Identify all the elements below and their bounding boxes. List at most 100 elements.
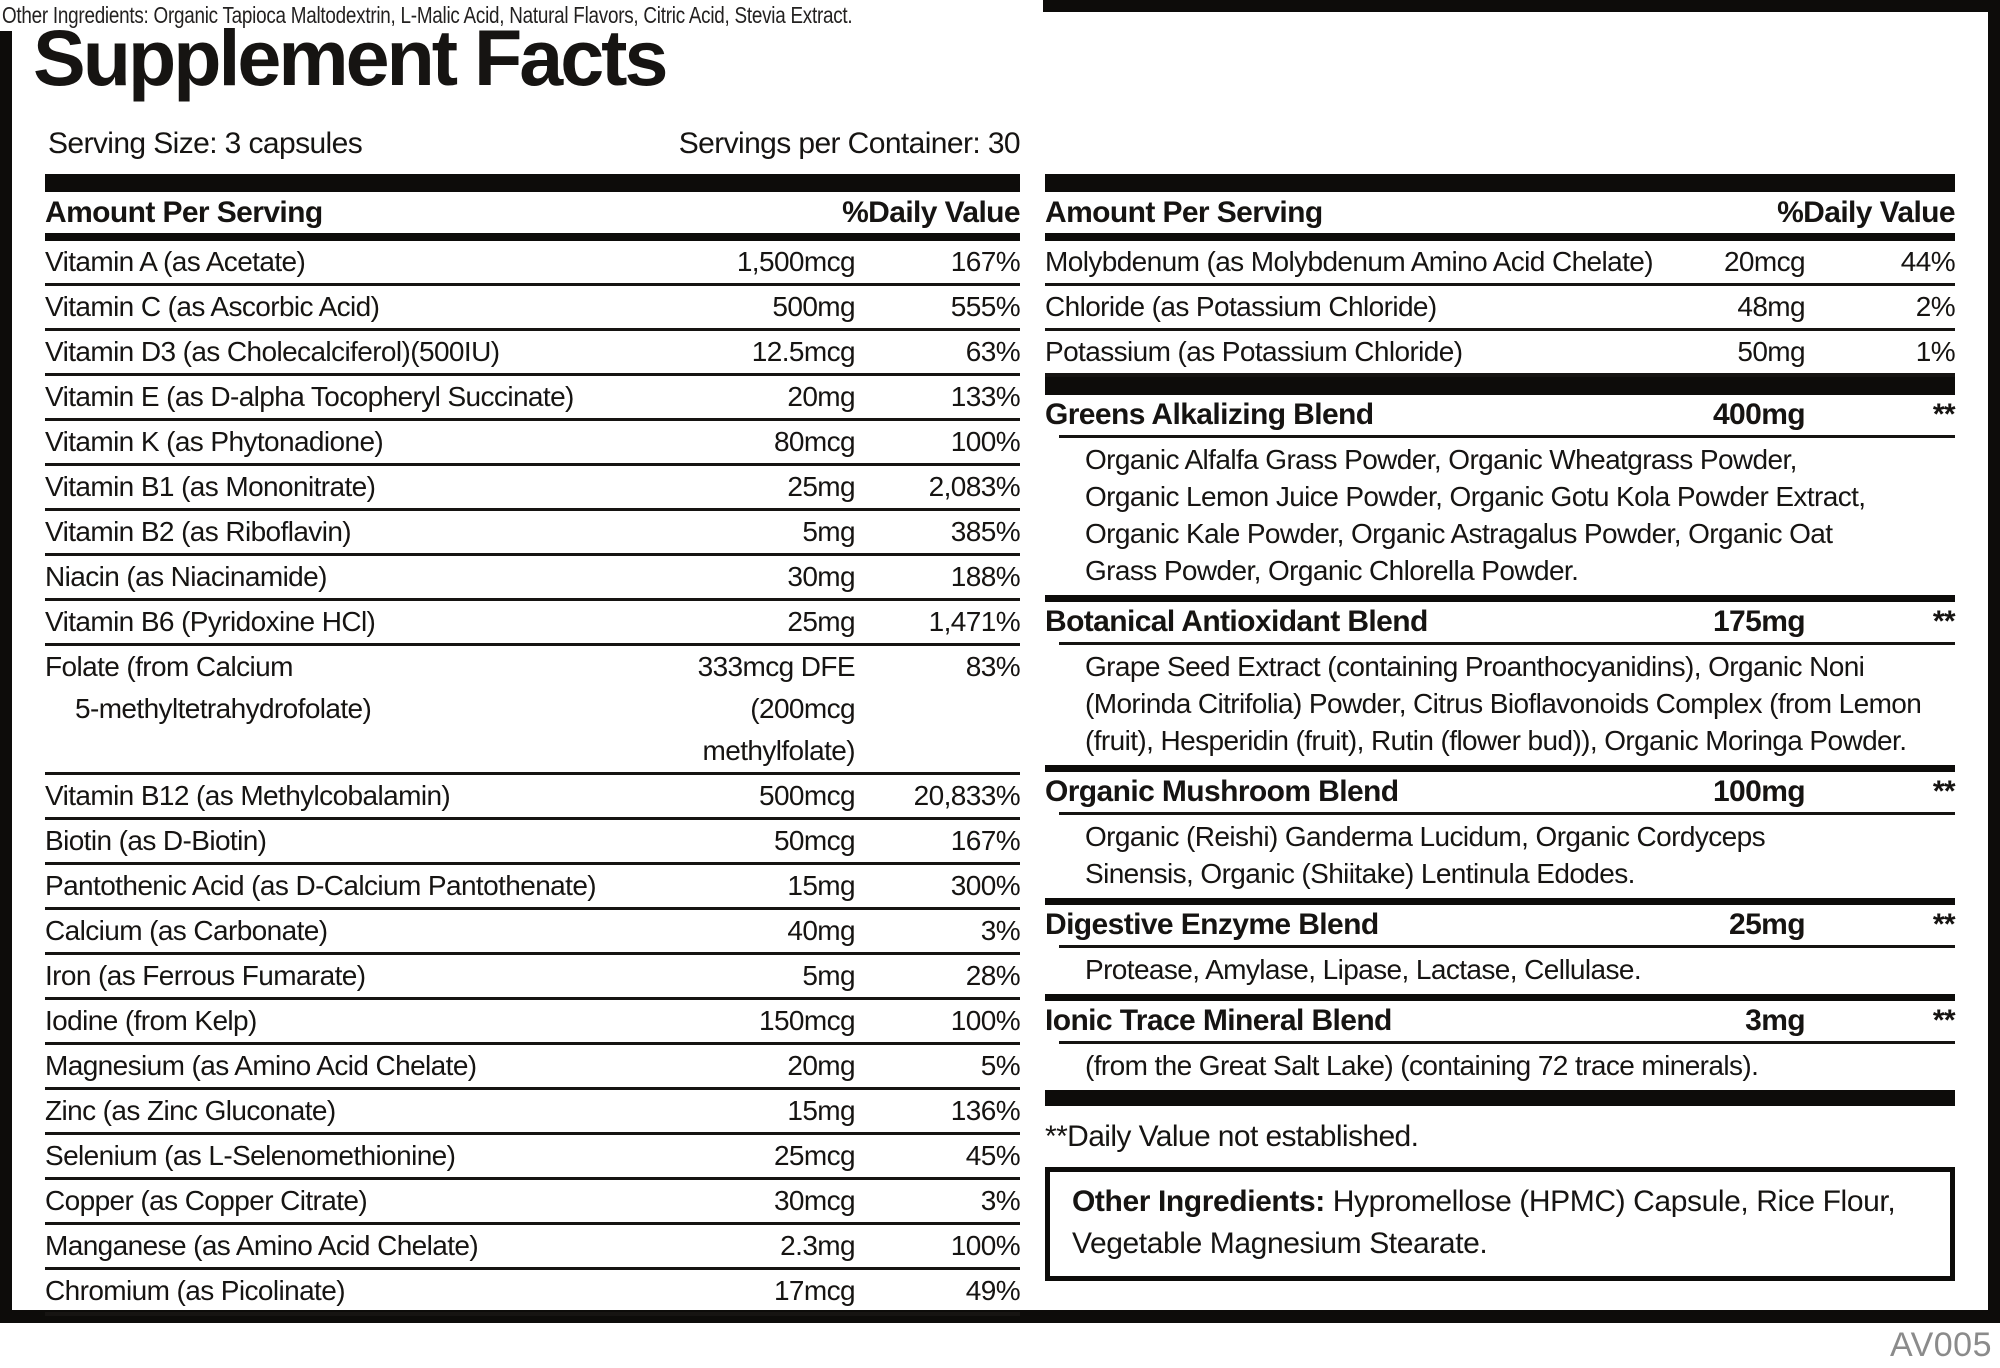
nutrient-name: Vitamin B1 (as Mononitrate) — [45, 471, 376, 502]
blend-header: Digestive Enzyme Blend 25mg ** — [1045, 905, 1956, 945]
nutrient-amount: 80mcg — [773, 426, 856, 457]
nutrient-amount: 25mcg — [773, 1140, 856, 1171]
nutrient-name: Potassium (as Potassium Chloride) — [1045, 336, 1463, 367]
nutrient-name: Selenium (as L-Selenomethionine) — [45, 1140, 456, 1171]
serving-info-row: Serving Size: 3 capsules Servings per Co… — [48, 127, 1021, 161]
nutrient-name: Zinc (as Zinc Gluconate) — [45, 1095, 336, 1126]
nutrient-daily-value: 44% — [1900, 246, 1956, 277]
table-top-bar — [45, 174, 1020, 192]
nutrient-rows-right: Molybdenum (as Molybdenum Amino Acid Che… — [1045, 241, 1956, 377]
blend-ingredients: Organic (Reishi) Ganderma Lucidum, Organ… — [1085, 821, 1766, 889]
table-row: Vitamin C (as Ascorbic Acid) 500mg 555% — [45, 286, 1021, 331]
nutrient-amount: 50mcg — [773, 825, 856, 856]
nutrient-amount: 1,500mcg — [736, 246, 856, 277]
table-row: Vitamin B12 (as Methylcobalamin) 500mcg … — [45, 775, 1021, 820]
nutrient-daily-value: 5% — [980, 1050, 1021, 1081]
nutrient-name: Molybdenum (as Molybdenum Amino Acid Che… — [1045, 246, 1654, 277]
table-row: Manganese (as Amino Acid Chelate) 2.3mg … — [45, 1225, 1021, 1270]
table-row: Iron (as Ferrous Fumarate) 5mg 28% — [45, 955, 1021, 1000]
nutrient-daily-value: 63% — [965, 336, 1021, 367]
blend-header: Botanical Antioxidant Blend 175mg ** — [1045, 602, 1956, 642]
blend-daily-value: ** — [1932, 775, 1956, 808]
nutrient-amount: 15mg — [787, 1095, 855, 1126]
serving-size-label: Serving Size: 3 capsules — [48, 127, 363, 160]
table-row: Chromium (as Picolinate) 17mcg 49% — [45, 1270, 1021, 1316]
nutrient-amount: 15mg — [787, 870, 855, 901]
nutrient-name: Manganese (as Amino Acid Chelate) — [45, 1230, 479, 1261]
nutrient-amount: 48mg — [1737, 291, 1805, 322]
nutrient-name: Vitamin C (as Ascorbic Acid) — [45, 291, 380, 322]
table-row: Selenium (as L-Selenomethionine) 25mcg 4… — [45, 1135, 1021, 1180]
table-row: Niacin (as Niacinamide) 30mg 188% — [45, 556, 1021, 601]
nutrient-amount: 5mg — [802, 960, 855, 991]
nutrient-daily-value: 3% — [980, 1185, 1021, 1216]
blend-header-rule — [1059, 812, 1955, 815]
blend-section: Organic Mushroom Blend 100mg ** Organic … — [1045, 772, 1956, 905]
daily-value-note: **Daily Value not established. — [1045, 1120, 1419, 1153]
nutrient-amount: 20mcg — [1723, 246, 1806, 277]
table-row: Vitamin B1 (as Mononitrate) 25mg 2,083% — [45, 466, 1021, 511]
nutrient-daily-value: 2% — [1915, 291, 1956, 322]
nutrient-daily-value: 136% — [950, 1095, 1021, 1126]
nutrient-name: Calcium (as Carbonate) — [45, 915, 328, 946]
nutrient-daily-value: 555% — [950, 291, 1021, 322]
nutrient-name: Folate (from Calcium 5-methyltetrahydrof… — [45, 651, 372, 724]
table-header: Amount Per Serving %Daily Value — [1045, 192, 1956, 233]
product-code: AV005 — [1889, 1326, 1992, 1364]
header-divider-bar — [45, 233, 1020, 241]
nutrient-name: Magnesium (as Amino Acid Chelate) — [45, 1050, 477, 1081]
nutrient-amount: 333mcg DFE (200mcg methylfolate) — [697, 651, 856, 766]
nutrient-daily-value: 28% — [965, 960, 1021, 991]
blend-amount: 400mg — [1712, 398, 1806, 431]
nutrient-name: Vitamin B2 (as Riboflavin) — [45, 516, 352, 547]
nutrient-daily-value: 300% — [950, 870, 1021, 901]
table-row: Vitamin D3 (as Cholecalciferol)(500IU) 1… — [45, 331, 1021, 376]
nutrient-amount: 2.3mg — [780, 1230, 855, 1261]
blends-bottom-bar — [1045, 1090, 1955, 1106]
table-row: Zinc (as Zinc Gluconate) 15mg 136% — [45, 1090, 1021, 1135]
nutrient-daily-value: 133% — [950, 381, 1021, 412]
blend-name: Digestive Enzyme Blend — [1045, 908, 1379, 941]
nutrient-name: Vitamin D3 (as Cholecalciferol)(500IU) — [45, 336, 500, 367]
rows-blends-divider-bar — [1045, 377, 1955, 395]
table-row: Vitamin K (as Phytonadione) 80mcg 100% — [45, 421, 1021, 466]
nutrient-amount: 25mg — [787, 606, 855, 637]
servings-per-container-label: Servings per Container: 30 — [678, 127, 1021, 160]
nutrient-amount: 500mg — [772, 291, 855, 322]
nutrient-amount: 50mg — [1737, 336, 1805, 367]
nutrient-daily-value: 385% — [950, 516, 1021, 547]
nutrient-table-right: Amount Per Serving %Daily Value Molybden… — [1045, 174, 1956, 1281]
nutrient-amount: 25mg — [787, 471, 855, 502]
blend-daily-value: ** — [1932, 908, 1956, 941]
blend-ingredients: Grape Seed Extract (containing Proanthoc… — [1085, 651, 1922, 756]
table-row: Copper (as Copper Citrate) 30mcg 3% — [45, 1180, 1021, 1225]
table-row: Magnesium (as Amino Acid Chelate) 20mg 5… — [45, 1045, 1021, 1090]
nutrient-amount: 17mcg — [773, 1275, 856, 1306]
table-row: Calcium (as Carbonate) 40mg 3% — [45, 910, 1021, 955]
nutrient-amount: 20mg — [787, 381, 855, 412]
nutrient-daily-value: 100% — [950, 426, 1021, 457]
blend-amount: 3mg — [1745, 1004, 1805, 1037]
table-row: Vitamin E (as D-alpha Tocopheryl Succina… — [45, 376, 1021, 421]
nutrient-name: Vitamin K (as Phytonadione) — [45, 426, 384, 457]
table-row: Vitamin B2 (as Riboflavin) 5mg 385% — [45, 511, 1021, 556]
blend-name: Organic Mushroom Blend — [1045, 775, 1399, 808]
nutrient-daily-value: 45% — [965, 1140, 1021, 1171]
page-title: Supplement Facts — [33, 13, 668, 102]
nutrient-table-left: Amount Per Serving %Daily Value Vitamin … — [45, 174, 1021, 1316]
nutrient-amount: 20mg — [787, 1050, 855, 1081]
nutrient-amount: 150mcg — [758, 1005, 856, 1036]
table-header: Amount Per Serving %Daily Value — [45, 192, 1021, 233]
nutrient-daily-value: 1,471% — [928, 606, 1021, 637]
blend-ingredients: Organic Alfalfa Grass Powder, Organic Wh… — [1085, 444, 1866, 586]
nutrient-amount: 30mcg — [773, 1185, 856, 1216]
nutrient-name: Iron (as Ferrous Fumarate) — [45, 960, 366, 991]
blend-daily-value: ** — [1932, 398, 1956, 431]
blend-ingredients: (from the Great Salt Lake) (containing 7… — [1085, 1050, 1759, 1081]
nutrient-name: Vitamin A (as Acetate) — [45, 246, 306, 277]
table-row: Chloride (as Potassium Chloride) 48mg 2% — [1045, 286, 1956, 331]
nutrient-daily-value: 2,083% — [928, 471, 1021, 502]
nutrient-name: Iodine (from Kelp) — [45, 1005, 257, 1036]
blend-daily-value: ** — [1932, 605, 1956, 638]
